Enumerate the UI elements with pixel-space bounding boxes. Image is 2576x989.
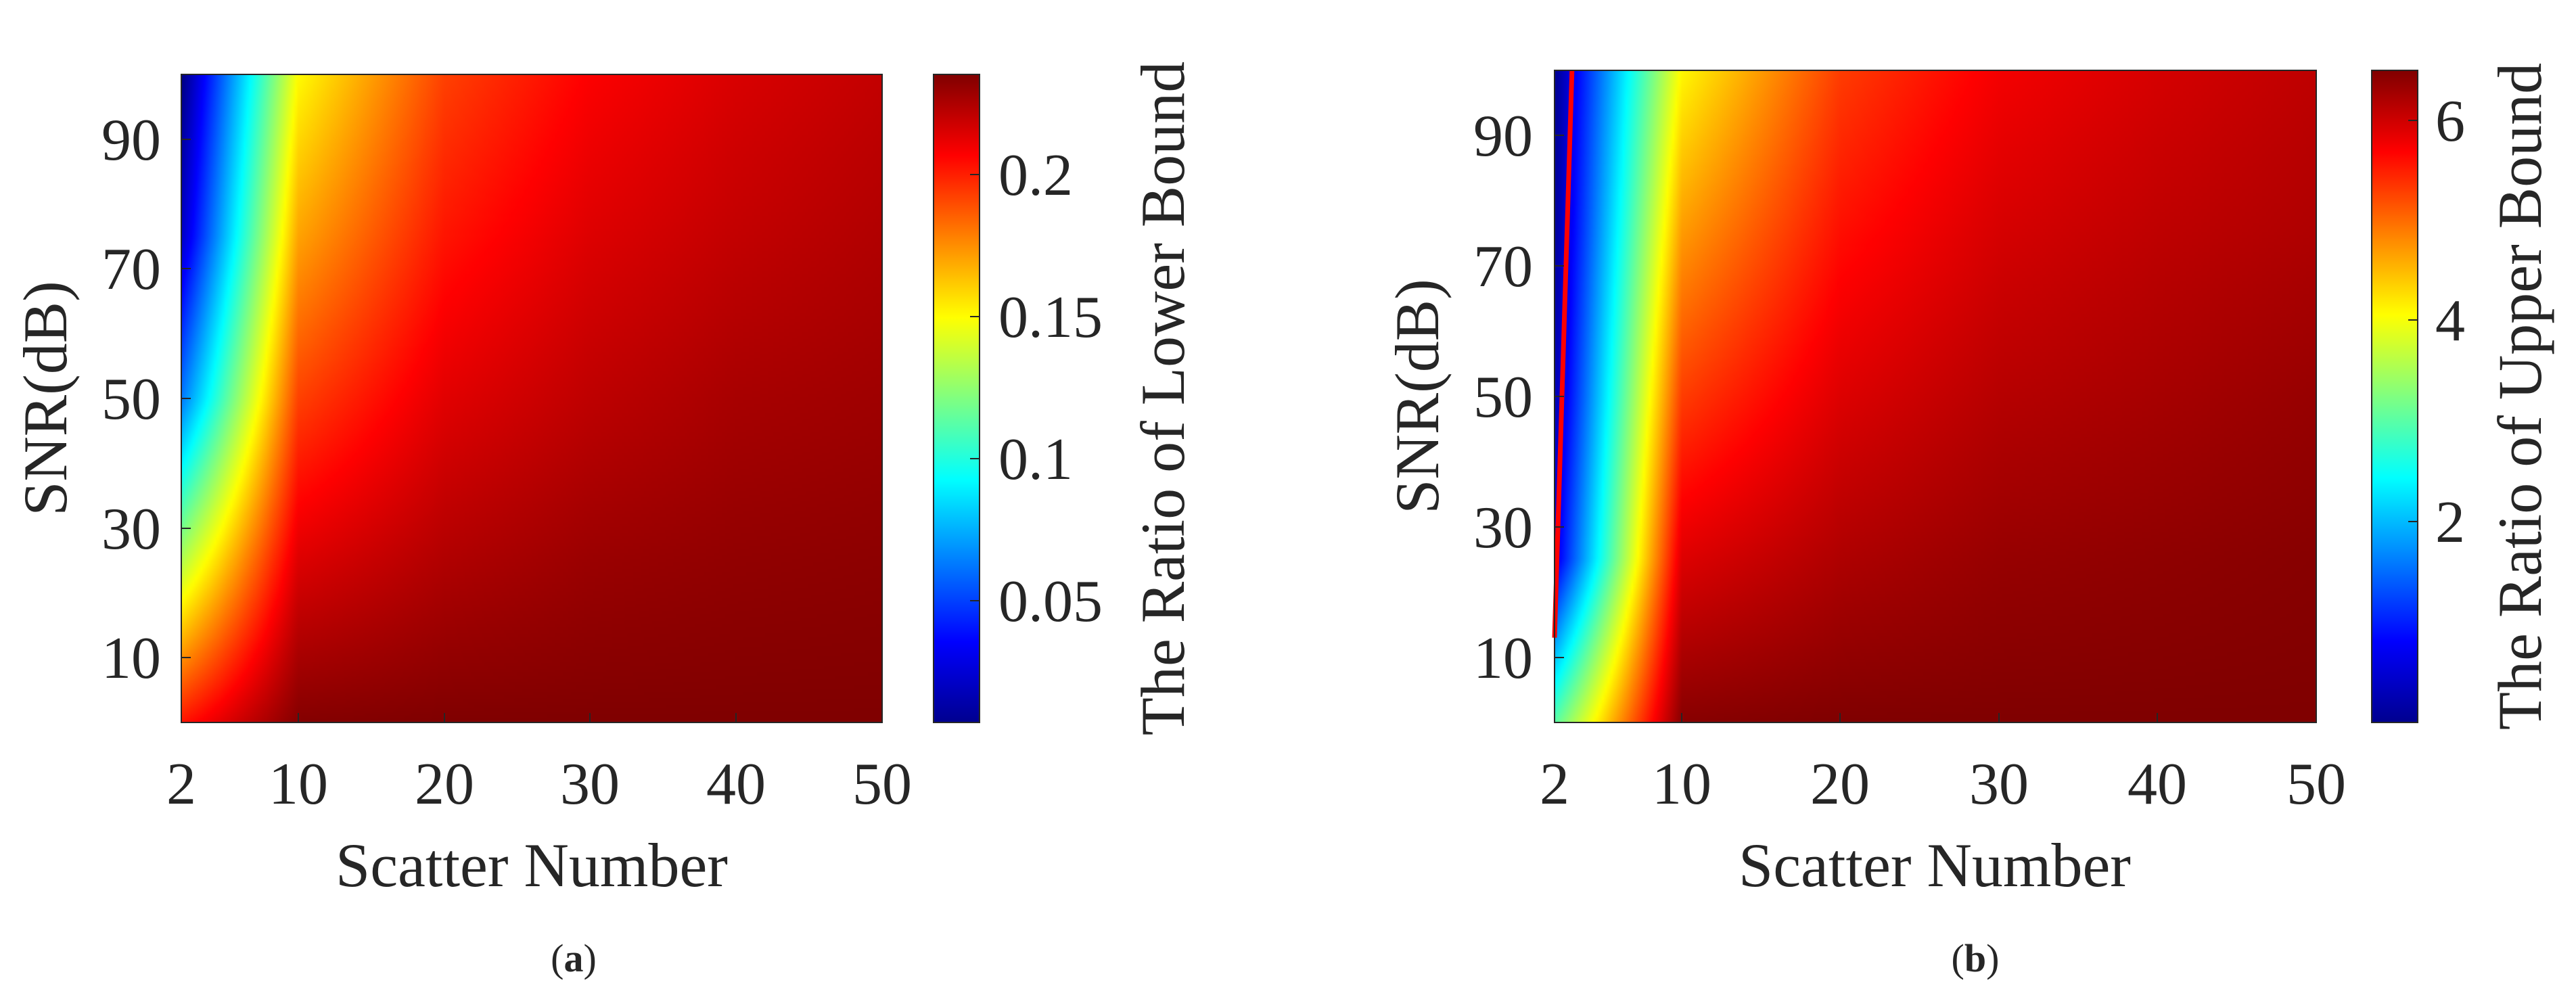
- cbar-tick-label-b-1: 4: [2435, 288, 2465, 354]
- x-tick-label-b-10: 10: [1652, 752, 1711, 817]
- colorbar-label-a: The Ratio of Lower Bound: [1128, 62, 1197, 735]
- colorbar-b: 2 4 6 The Ratio of Upper Bound: [2371, 63, 2554, 730]
- x-tick-label-a-10: 10: [269, 752, 328, 817]
- y-axis-label-b: SNR(dB): [1383, 279, 1452, 514]
- x-axis-a: 2 10 20 30 40 50 Scatter Number: [166, 713, 912, 900]
- y-tick-label-b-90: 90: [1473, 104, 1533, 169]
- x-tick-label-b-20: 20: [1810, 752, 1870, 817]
- y-tick-label-b-50: 50: [1473, 365, 1533, 430]
- y-tick-label-a-90: 90: [101, 108, 161, 173]
- y-axis-label-a: SNR(dB): [11, 281, 80, 516]
- contour-line-b: [1552, 70, 1575, 638]
- y-tick-label-b-30: 30: [1473, 495, 1533, 561]
- heatmap-b: [1552, 70, 2317, 723]
- x-axis-b: 2 10 20 30 40 50 Scatter Number: [1540, 713, 2346, 900]
- caption-b: (b): [1952, 936, 2000, 980]
- caption-a: (a): [551, 936, 597, 980]
- colorbar-a-gradient: [933, 74, 980, 723]
- cbar-tick-label-b-0: 2: [2435, 490, 2465, 555]
- x-axis-label-a: Scatter Number: [336, 831, 728, 900]
- colorbar-b-gradient: [2371, 70, 2418, 723]
- cbar-tick-label-a-3: 0.2: [998, 143, 1073, 208]
- x-tick-label-b-50: 50: [2286, 752, 2346, 817]
- caption-a-close: ): [584, 936, 597, 980]
- cbar-tick-label-b-2: 6: [2435, 89, 2465, 154]
- caption-a-open: (: [551, 936, 564, 980]
- caption-b-close: ): [1986, 936, 1999, 980]
- x-tick-label-b-2: 2: [1540, 752, 1569, 817]
- y-tick-label-a-50: 50: [101, 367, 161, 432]
- caption-a-letter: a: [564, 936, 584, 980]
- panel-a: 10 30 50 70 90 SNR(dB) 2 10 20 30 40 50 …: [11, 62, 1197, 980]
- y-tick-label-a-10: 10: [101, 626, 161, 691]
- colorbar-a: 0.05 0.1 0.15 0.2 The Ratio of Lower Bou…: [933, 62, 1197, 735]
- x-tick-label-a-20: 20: [415, 752, 474, 817]
- cbar-tick-label-a-2: 0.15: [998, 285, 1103, 350]
- caption-b-letter: b: [1964, 936, 1986, 980]
- cbar-tick-label-a-1: 0.1: [998, 427, 1073, 492]
- x-tick-label-b-30: 30: [1969, 752, 2029, 817]
- heatmap-b-image: [1555, 70, 2316, 722]
- x-tick-label-a-50: 50: [852, 752, 912, 817]
- y-tick-label-b-10: 10: [1473, 626, 1533, 691]
- colorbar-label-b: The Ratio of Upper Bound: [2485, 63, 2554, 730]
- y-tick-label-b-70: 70: [1473, 234, 1533, 300]
- x-tick-label-b-40: 40: [2128, 752, 2187, 817]
- x-tick-label-a-30: 30: [560, 752, 620, 817]
- heatmap-a-image: [181, 74, 882, 722]
- panel-b: 10 30 50 70 90 SNR(dB) 2 10 20 30 40 50 …: [1383, 63, 2554, 980]
- y-axis-b: 10 30 50 70 90 SNR(dB): [1383, 104, 1564, 691]
- cbar-tick-label-a-0: 0.05: [998, 569, 1103, 635]
- y-tick-label-a-70: 70: [101, 237, 161, 302]
- y-tick-label-a-30: 30: [101, 497, 161, 562]
- y-axis-a: 10 30 50 70 90 SNR(dB): [11, 108, 191, 691]
- x-tick-label-a-40: 40: [706, 752, 766, 817]
- heatmap-a: [181, 74, 883, 723]
- x-tick-label-a-2: 2: [166, 752, 196, 817]
- x-axis-label-b: Scatter Number: [1739, 831, 2131, 900]
- caption-b-open: (: [1952, 936, 1964, 980]
